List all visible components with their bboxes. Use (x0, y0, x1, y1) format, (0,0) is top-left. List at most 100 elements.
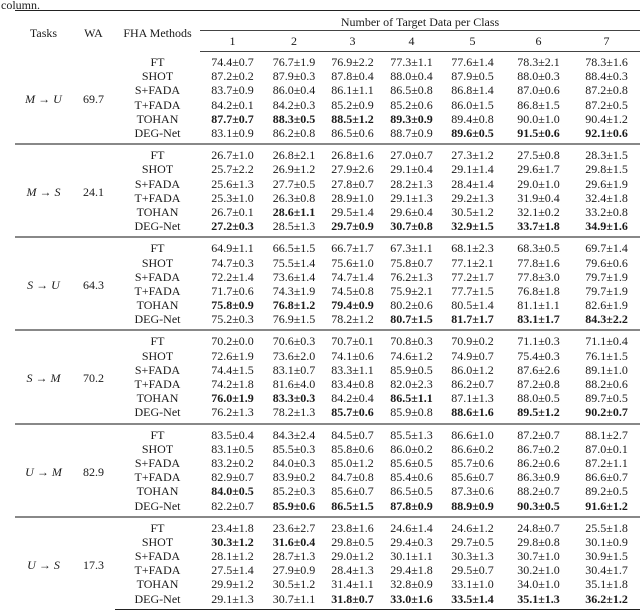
cell-value: 85.5±0.3 (265, 442, 323, 456)
value-text: 85.2±0.9 (331, 97, 374, 112)
cell-value: 86.3±0.9 (504, 470, 573, 484)
cell-value: 76.8±1.8 (504, 284, 573, 298)
value-text: 90.0±1.0 (517, 111, 560, 126)
cell-value: 33.5±1.4 (441, 591, 504, 610)
value-text: 31.9±0.4 (517, 190, 560, 205)
table-row: T+FADA 25.3±1.0 26.3±0.8 28.9±1.0 29.1±1.3 29… (15, 191, 640, 205)
method-name: DEG-Net (134, 405, 181, 420)
results-table: Tasks WA FHA Methods Number of Target Da… (15, 10, 640, 610)
value-text: 29.7±0.9 (331, 219, 374, 234)
value-text: 33.7±1.8 (517, 219, 560, 234)
table-row: TOHAN 87.7±0.7 88.3±0.5 88.5±1.2 89.3±0.9 89.… (15, 112, 640, 126)
cell-value: 88.2±0.7 (504, 484, 573, 498)
task-block: M → S 24.1 FT 26.7±1.0 26.8±2.1 26.8±1.6 27.0±… (15, 143, 640, 238)
value-text: 28.2±1.3 (390, 176, 433, 191)
cell-value: 87.2±1.1 (573, 456, 640, 470)
value-text: 87.8±0.9 (390, 498, 433, 513)
cell-value: 30.7±1.1 (265, 591, 323, 610)
cell-value: 76.8±1.2 (265, 298, 323, 312)
cell-value: 88.0±0.5 (504, 391, 573, 405)
cell-value: 70.8±0.3 (382, 329, 441, 349)
value-text: 87.2±0.8 (517, 377, 560, 392)
cell-value: 89.7±0.5 (573, 391, 640, 405)
cell-value: 29.0±1.0 (504, 177, 573, 191)
value-text: 83.5±0.4 (211, 427, 254, 442)
value-text: 74.5±0.8 (331, 283, 374, 298)
value-text: 86.8±1.4 (451, 83, 494, 98)
value-text: 71.7±0.6 (211, 283, 254, 298)
task-name: S → M (15, 329, 72, 424)
value-text: 83.2±0.2 (211, 455, 254, 470)
value-text: 85.6±0.5 (390, 455, 433, 470)
value-text: 74.6±1.2 (390, 348, 433, 363)
cell-value: 89.4±0.8 (441, 112, 504, 126)
cell-value: 30.5±1.2 (265, 577, 323, 591)
cell-value: 30.5±1.2 (441, 205, 504, 219)
value-text: 28.6±1.1 (272, 204, 316, 219)
cell-value: 84.5±0.7 (323, 422, 382, 442)
method-name: S+FADA (134, 83, 181, 98)
cell-value: 86.0±0.4 (265, 83, 323, 97)
cell-value: 72.2±1.4 (200, 270, 265, 284)
value-text: 84.2±0.1 (211, 97, 254, 112)
value-text: 26.7±1.0 (211, 148, 254, 163)
value-text: 86.6±1.0 (451, 427, 494, 442)
cell-value: 89.6±0.5 (441, 126, 504, 144)
value-text: 90.4±1.2 (585, 111, 628, 126)
value-text: 81.6±4.0 (272, 377, 316, 392)
cell-value: 85.6±0.5 (382, 456, 441, 470)
value-text: 76.8±1.2 (272, 298, 316, 313)
value-text: 80.2±0.6 (390, 298, 433, 313)
cell-value: 84.0±0.5 (200, 484, 265, 498)
cell-value: 83.3±0.3 (265, 391, 323, 405)
value-text: 76.2±1.3 (390, 269, 433, 284)
cell-value: 68.3±0.5 (504, 236, 573, 256)
cell-value: 27.5±1.4 (200, 563, 265, 577)
cell-value: 77.3±1.1 (382, 52, 441, 70)
table-row: TOHAN 84.0±0.5 85.2±0.3 85.6±0.7 86.5±0.5 87.… (15, 484, 640, 498)
cell-value: 86.0±1.2 (441, 363, 504, 377)
cell-value: 74.7±1.4 (323, 270, 382, 284)
task-name: U → S (15, 515, 72, 610)
value-text: 70.8±0.3 (390, 334, 433, 349)
table-row: DEG-Net 27.2±0.3 28.5±1.3 29.7±0.9 30.7±0.8 3… (15, 219, 640, 237)
value-text: 28.4±1.3 (331, 563, 374, 578)
cell-value: 24.6±1.2 (441, 515, 504, 535)
value-text: 91.6±1.2 (585, 498, 628, 513)
cell-value: 85.2±0.6 (382, 98, 441, 112)
method-name: T+FADA (134, 470, 181, 485)
value-text: 30.9±1.5 (585, 549, 628, 564)
value-text: 85.6±0.7 (451, 470, 494, 485)
value-text: 28.1±1.2 (211, 549, 254, 564)
method-name: SHOT (141, 348, 174, 363)
value-text: 87.0±0.6 (517, 83, 560, 98)
value-text: 74.4±1.5 (211, 362, 254, 377)
cell-value: 66.7±1.7 (323, 236, 382, 256)
cell-value: 85.7±0.6 (441, 456, 504, 470)
table-row: TOHAN 76.0±1.9 83.3±0.3 84.2±0.4 86.5±1.1 87.… (15, 391, 640, 405)
cell-value: 88.1±2.7 (573, 422, 640, 442)
value-text: 86.2±0.8 (272, 126, 316, 141)
method-name: T+FADA (134, 283, 181, 298)
cell-value: 28.5±1.3 (265, 219, 323, 237)
cell-value: 83.3±1.1 (323, 363, 382, 377)
table-row: SHOT 83.1±0.5 85.5±0.3 85.8±0.6 86.0±0.2 86.6… (15, 442, 640, 456)
value-text: 86.7±0.2 (517, 441, 560, 456)
cell-value: 80.5±1.4 (441, 298, 504, 312)
value-text: 75.5±1.4 (272, 255, 316, 270)
value-text: 34.9±1.6 (585, 219, 628, 234)
value-text: 28.7±1.3 (272, 549, 316, 564)
value-text: 28.9±1.0 (331, 190, 374, 205)
value-text: 35.1±1.3 (517, 591, 560, 606)
value-text: 88.0±0.3 (517, 69, 560, 84)
cell-value: 68.1±2.3 (441, 236, 504, 256)
cell-value: 85.6±0.7 (441, 470, 504, 484)
cell-value: 32.1±0.2 (504, 205, 573, 219)
value-text: 75.8±0.7 (390, 255, 433, 270)
value-text: 86.0±1.2 (451, 362, 494, 377)
cell-value: 79.4±0.9 (323, 298, 382, 312)
cell-value: 29.1±1.4 (441, 162, 504, 176)
cell-value: 74.5±0.8 (323, 284, 382, 298)
value-text: 30.4±1.7 (585, 563, 628, 578)
cell-value: 83.1±0.9 (200, 126, 265, 144)
